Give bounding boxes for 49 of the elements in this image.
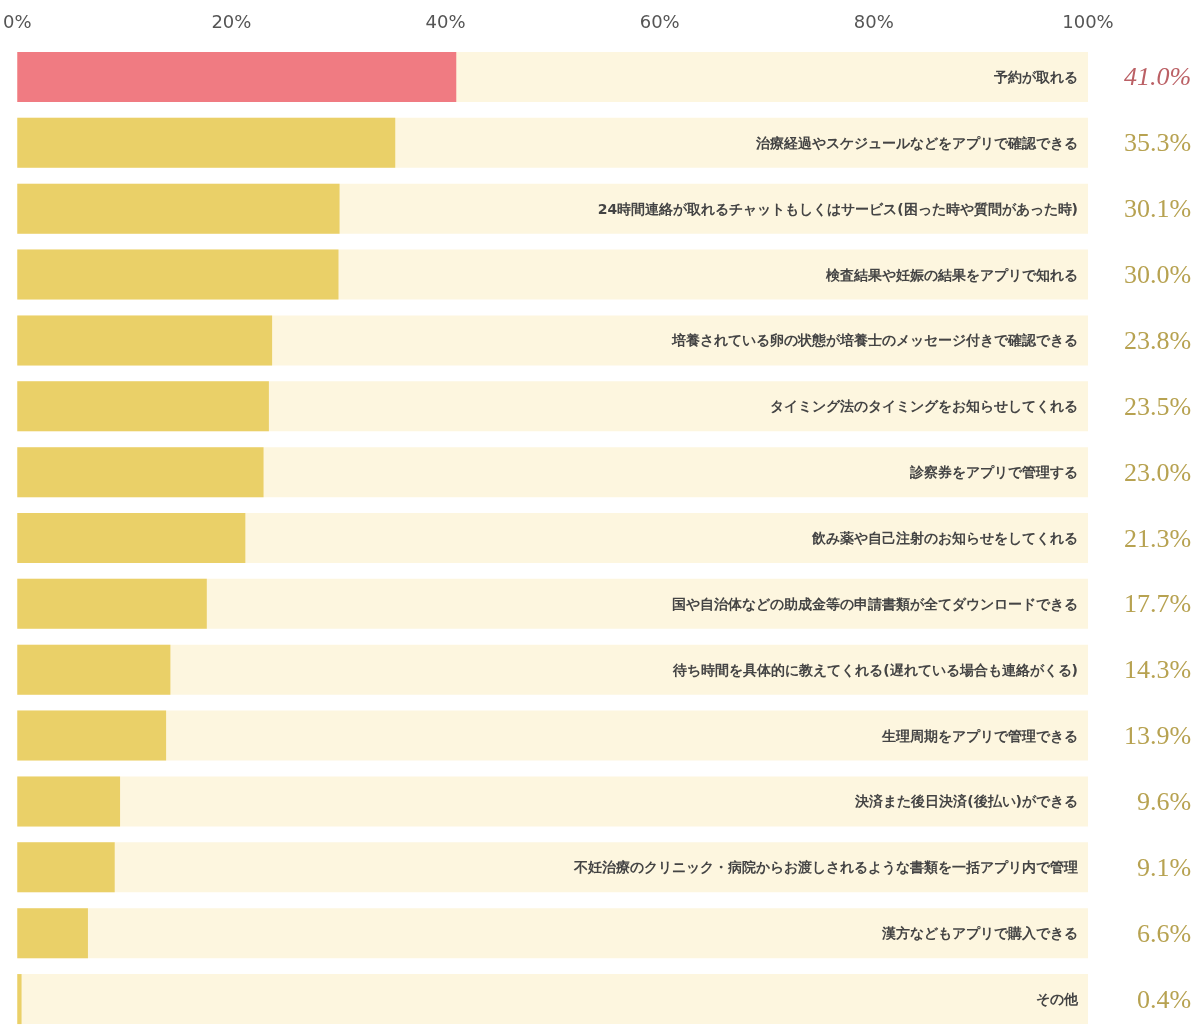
bar <box>17 381 269 432</box>
x-tick-label: 100% <box>1062 10 1114 32</box>
bar <box>17 644 171 695</box>
y-tick-label: 不妊治療のクリニック・病院からお渡しされるような書類を一括アプリ内で管理 <box>573 859 1078 877</box>
x-tick-label: 80% <box>853 10 894 32</box>
data-label: 17.7% <box>1124 589 1192 619</box>
bar <box>17 974 22 1025</box>
y-tick-label: 治療経過やスケジュールなどをアプリで確認できる <box>755 134 1078 151</box>
y-tick-label: 漢方などもアプリで購入できる <box>881 925 1078 942</box>
x-tick-label: 20% <box>211 10 252 32</box>
data-label: 14.3% <box>1124 655 1192 685</box>
x-tick-label: 40% <box>425 10 466 32</box>
y-tick-label: タイミング法のタイミングをお知らせしてくれる <box>770 398 1078 415</box>
y-tick-label: 国や自治体などの助成金等の申請書類が全てダウンロードできる <box>672 595 1078 612</box>
data-label: 9.6% <box>1137 786 1192 816</box>
data-label: 41.0% <box>1124 62 1192 92</box>
y-tick-label: 24時間連絡が取れるチャットもしくはサービス(困った時や質問があった時) <box>597 200 1078 217</box>
y-tick-label: 待ち時間を具体的に教えてくれる(遅れている場合も連絡がくる) <box>672 661 1078 678</box>
data-label: 0.4% <box>1137 984 1192 1014</box>
bar <box>17 908 88 959</box>
y-tick-label: 生理周期をアプリで管理できる <box>881 727 1078 744</box>
data-label: 23.8% <box>1124 325 1192 355</box>
data-label: 9.1% <box>1137 852 1192 882</box>
y-tick-label: 飲み薬や自己注射のお知らせをしてくれる <box>811 530 1078 546</box>
data-label: 6.6% <box>1137 918 1192 948</box>
y-tick-label: その他 <box>1036 991 1079 1008</box>
data-label: 30.1% <box>1124 194 1192 224</box>
bar <box>17 183 340 234</box>
y-tick-label: 決済また後日決済(後払い)ができる <box>854 793 1078 810</box>
x-tick-label: 0% <box>3 10 32 32</box>
data-label: 21.3% <box>1124 523 1192 553</box>
bar <box>17 710 167 761</box>
y-tick-label: 培養されている卵の状態が培養士のメッセージ付きで確認できる <box>671 332 1078 349</box>
x-tick-label: 60% <box>639 10 680 32</box>
bar <box>17 249 339 300</box>
y-tick-label: 予約が取れる <box>993 68 1078 85</box>
bar <box>17 315 273 366</box>
bar <box>17 776 121 827</box>
bar <box>17 447 264 498</box>
y-tick-label: 検査結果や妊娠の結果をアプリで知れる <box>825 266 1078 283</box>
data-label: 23.5% <box>1124 391 1192 421</box>
y-tick-label: 診察券をアプリで管理する <box>909 464 1078 481</box>
data-label: 13.9% <box>1124 721 1192 751</box>
bar <box>17 842 115 893</box>
data-label: 23.0% <box>1124 457 1192 487</box>
data-label: 35.3% <box>1124 128 1192 158</box>
bar <box>17 513 246 563</box>
data-label: 30.0% <box>1124 260 1192 290</box>
bar <box>17 578 207 629</box>
